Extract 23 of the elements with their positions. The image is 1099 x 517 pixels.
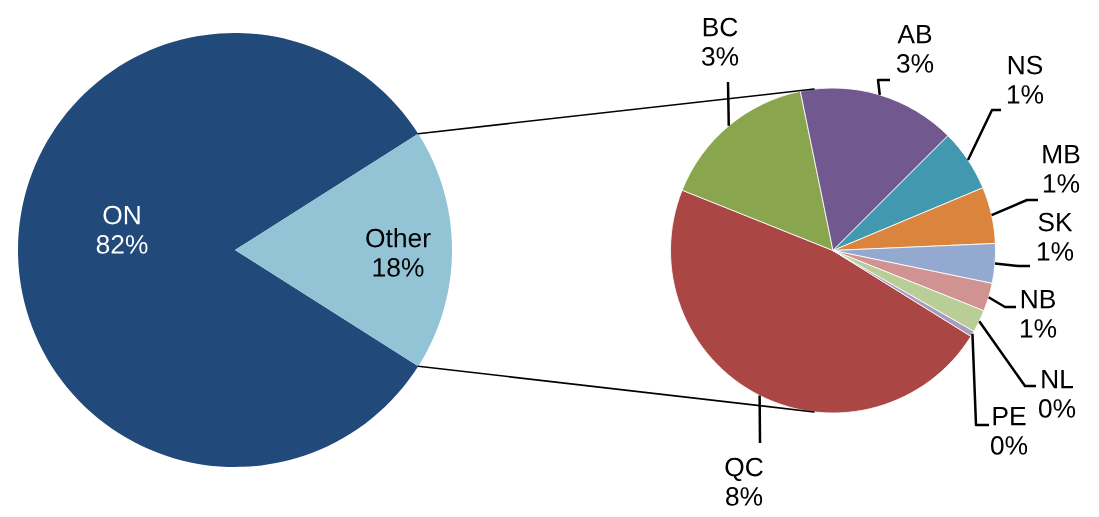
slice-label: ON	[103, 205, 140, 225]
data-label: 0%	[1038, 399, 1076, 418]
slice-label: AB	[897, 24, 932, 44]
slice-label: SK	[1038, 212, 1073, 232]
slice-label: QC	[725, 457, 763, 482]
slice-label: NB	[1021, 289, 1055, 309]
slice-label: MB	[1043, 144, 1080, 164]
pie-slice	[235, 133, 452, 367]
data-label: 0%	[990, 436, 1028, 455]
data-label: 1%	[1037, 242, 1074, 261]
slice-label: NS	[1008, 55, 1043, 75]
data-label: 1%	[1007, 85, 1044, 104]
data-label: 1%	[1020, 319, 1057, 338]
slice-label: PE	[993, 406, 1026, 426]
data-label: 8%	[726, 487, 763, 506]
slice-label: NL	[1042, 369, 1073, 389]
data-label: 3%	[896, 54, 934, 73]
slice-label: Other	[366, 228, 431, 248]
slice-label: BC	[703, 17, 738, 37]
data-label: 1%	[1043, 174, 1080, 193]
data-label: 82%	[96, 235, 148, 254]
data-label: 18%	[373, 258, 424, 277]
data-label: 3%	[701, 47, 739, 66]
